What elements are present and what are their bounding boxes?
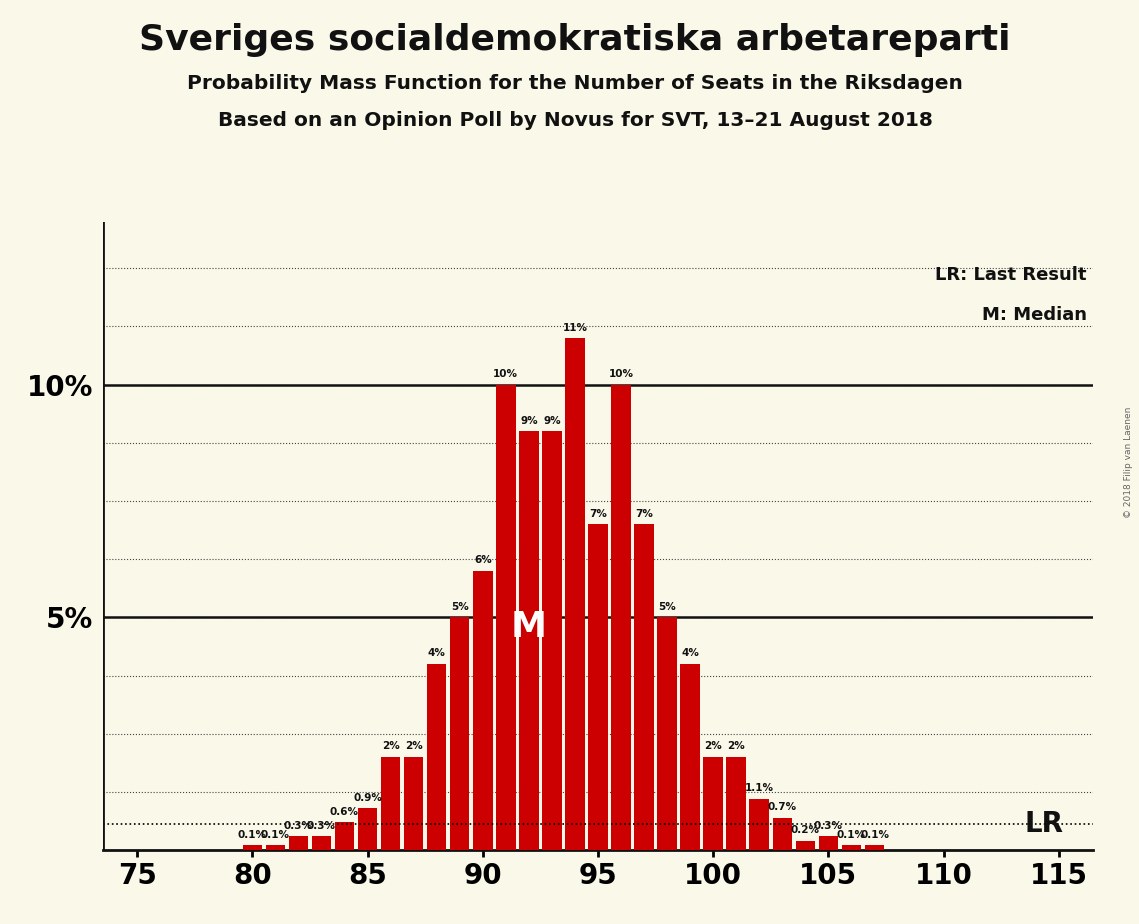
Text: M: Median: M: Median [982,306,1087,323]
Text: 9%: 9% [543,416,560,426]
Text: 5%: 5% [658,602,675,612]
Text: 9%: 9% [521,416,538,426]
Bar [335,822,354,850]
Text: 7%: 7% [636,509,653,518]
Text: 0.3%: 0.3% [814,821,843,831]
Text: 2%: 2% [704,741,722,751]
Text: 6%: 6% [474,555,492,565]
Text: 0.1%: 0.1% [261,830,289,840]
Bar [795,841,816,850]
Bar [842,845,861,850]
Bar [634,524,654,850]
Bar [358,808,377,850]
Text: 0.1%: 0.1% [238,830,267,840]
Bar [404,757,424,850]
Text: LR: LR [1024,810,1064,838]
Bar [727,757,746,850]
Bar [819,836,838,850]
Text: LR: Last Result: LR: Last Result [935,266,1087,284]
Text: M: M [510,610,547,644]
Text: 2%: 2% [728,741,745,751]
Bar [243,845,262,850]
Bar [865,845,884,850]
Bar [312,836,331,850]
Bar [704,757,723,850]
Text: 11%: 11% [563,322,588,333]
Bar [565,338,584,850]
Text: 0.3%: 0.3% [306,821,336,831]
Bar [680,664,700,850]
Bar [612,384,631,850]
Text: 0.9%: 0.9% [353,793,382,803]
Bar [427,664,446,850]
Bar [772,818,792,850]
Bar [749,799,769,850]
Text: Based on an Opinion Poll by Novus for SVT, 13–21 August 2018: Based on an Opinion Poll by Novus for SV… [218,111,933,130]
Bar [450,617,469,850]
Text: 0.6%: 0.6% [330,807,359,817]
Bar [380,757,401,850]
Text: 0.1%: 0.1% [860,830,890,840]
Text: 0.7%: 0.7% [768,802,797,812]
Bar [519,432,539,850]
Bar [542,432,562,850]
Text: 0.1%: 0.1% [837,830,866,840]
Text: 10%: 10% [493,369,518,379]
Bar [288,836,309,850]
Bar [265,845,285,850]
Text: 4%: 4% [681,649,699,658]
Text: 1.1%: 1.1% [745,784,773,794]
Text: 2%: 2% [382,741,400,751]
Text: 5%: 5% [451,602,468,612]
Bar [657,617,677,850]
Bar [495,384,516,850]
Text: Probability Mass Function for the Number of Seats in the Riksdagen: Probability Mass Function for the Number… [187,74,964,93]
Text: © 2018 Filip van Laenen: © 2018 Filip van Laenen [1124,407,1133,517]
Text: Sveriges socialdemokratiska arbetareparti: Sveriges socialdemokratiska arbetarepart… [139,23,1011,57]
Text: 0.3%: 0.3% [284,821,313,831]
Text: 7%: 7% [589,509,607,518]
Bar [588,524,608,850]
Bar [473,571,492,850]
Text: 0.2%: 0.2% [790,825,820,835]
Text: 4%: 4% [428,649,445,658]
Text: 2%: 2% [404,741,423,751]
Text: 10%: 10% [608,369,633,379]
